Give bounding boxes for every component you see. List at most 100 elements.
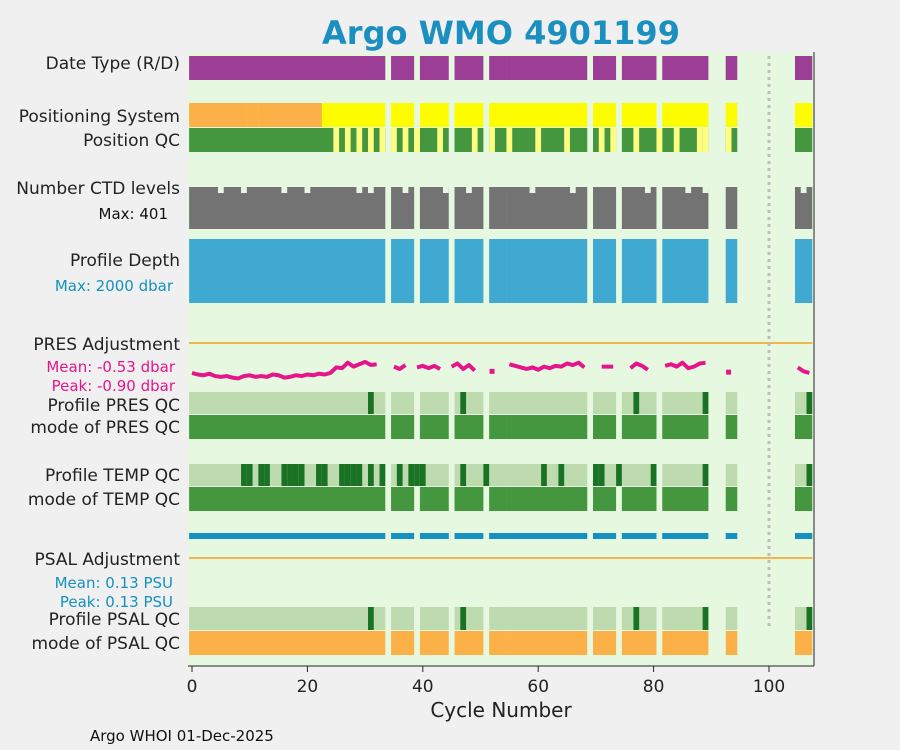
profile-depth-bar: [391, 239, 415, 303]
pres-adjustment-peak: Peak: -0.90 dbar: [52, 377, 176, 395]
position-qc-pale-bar: [489, 128, 495, 152]
chart-title: Argo WMO 4901199: [322, 14, 680, 52]
profile-temp-qc-dark-bar: [483, 464, 490, 486]
profile-temp-qc-dark-bar: [806, 464, 813, 486]
ctd-levels-low-gap: [466, 187, 472, 193]
positioning-system-bar: [391, 103, 415, 127]
mode-temp-qc-bar: [506, 487, 588, 511]
mode-temp-qc-bar: [794, 487, 813, 511]
profile-temp-qc-dark-bar: [419, 464, 426, 486]
positioning-system-orange-bar: [246, 103, 259, 127]
date-type-bar: [662, 56, 709, 80]
profile-temp-qc-dark-bar: [414, 464, 420, 486]
profile-temp-qc-dark-bar: [460, 464, 467, 486]
mode-psal-qc-bar: [391, 631, 415, 655]
positioning-system-bar: [621, 103, 657, 127]
position-qc-pale-bar: [437, 128, 443, 152]
position-qc-pale-bar: [673, 128, 680, 152]
profile-depth-bar: [621, 239, 657, 303]
date-type-bar: [621, 56, 657, 80]
profile-depth-bar: [725, 239, 738, 303]
profile-temp-qc-dark-bar: [350, 464, 357, 486]
profile-psal-qc-bar: [506, 607, 588, 630]
ctd-levels-low-gap: [702, 187, 709, 193]
profile-temp-qc-dark-bar: [558, 464, 565, 486]
x-axis-label: Cycle Number: [430, 698, 572, 722]
position-qc-pale-bar: [471, 128, 478, 152]
mode-temp-qc-bar: [454, 487, 484, 511]
position-qc-pale-bar: [702, 128, 709, 152]
profile-psal-qc-bar: [189, 607, 386, 630]
profile-depth-bar: [662, 239, 709, 303]
profile-temp-qc-bar: [489, 464, 507, 486]
psal-adjustment-series: [662, 533, 709, 539]
ctd-levels-low-gap: [569, 187, 576, 193]
label-date-type: Date Type (R/D): [46, 54, 180, 74]
ctd-levels-low-gap: [402, 187, 409, 193]
mode-pres-qc-bar: [506, 415, 588, 439]
position-qc-bar: [189, 128, 386, 152]
mode-psal-qc-bar: [794, 631, 813, 655]
mode-psal-qc-bar: [506, 631, 588, 655]
label-mode-pres-qc: mode of PRES QC: [30, 418, 180, 438]
date-type-bar: [419, 56, 449, 80]
mode-pres-qc-bar: [794, 415, 813, 439]
pres-adjustment-point: [489, 368, 495, 374]
ctd-levels-bar: [189, 187, 386, 229]
psal-adjustment-mean: Mean: 0.13 PSU: [55, 574, 173, 592]
position-qc-pale-bar: [656, 128, 663, 152]
position-qc-pale-bar: [344, 128, 351, 152]
profile-pres-qc-bar: [725, 392, 738, 414]
psal-adjustment-series: [725, 533, 738, 539]
x-tick-label: 80: [643, 677, 665, 697]
profile-psal-qc-dark-bar: [633, 607, 640, 630]
x-tick-label: 20: [297, 677, 319, 697]
mode-psal-qc-bar: [662, 631, 709, 655]
positioning-system-bar: [419, 103, 449, 127]
footer-credit: Argo WHOI 01-Dec-2025: [90, 727, 274, 745]
mode-temp-qc-bar: [725, 487, 738, 511]
profile-depth-bar: [506, 239, 588, 303]
psal-adjustment-peak: Peak: 0.13 PSU: [60, 593, 173, 611]
label-mode-psal-qc: mode of PSAL QC: [31, 634, 180, 654]
x-tick-label: 60: [527, 677, 549, 697]
ctd-levels-max: Max: 401: [99, 205, 168, 223]
profile-temp-qc-dark-bar: [321, 464, 328, 486]
profile-psal-qc-bar: [662, 607, 709, 630]
profile-depth-max: Max: 2000 dbar: [55, 277, 174, 295]
profile-pres-qc-bar: [593, 392, 617, 414]
profile-temp-qc-dark-bar: [281, 464, 288, 486]
mode-psal-qc-bar: [593, 631, 617, 655]
ctd-levels-bar: [593, 187, 617, 229]
profile-depth-bar: [189, 239, 386, 303]
pres-adjustment-series: [416, 363, 442, 371]
profile-temp-qc-bar: [419, 464, 449, 486]
ctd-levels-bar: [506, 187, 588, 229]
mode-psal-qc-bar: [621, 631, 657, 655]
psal-adjustment-series: [593, 533, 617, 539]
label-profile-pres-qc: Profile PRES QC: [47, 396, 180, 416]
profile-temp-qc-bar: [662, 464, 709, 486]
ctd-levels-low-gap: [304, 187, 311, 193]
profile-temp-qc-dark-bar: [246, 464, 253, 486]
profile-pres-qc-bar: [662, 392, 709, 414]
profile-temp-qc-dark-bar: [356, 464, 363, 486]
label-psal-adjustment: PSAL Adjustment: [35, 550, 181, 570]
profile-temp-qc-dark-bar: [541, 464, 547, 486]
profile-temp-qc-dark-bar: [339, 464, 345, 486]
ctd-levels-bar: [391, 187, 415, 229]
label-positioning-system: Positioning System: [19, 107, 180, 127]
x-tick-label: 100: [753, 677, 785, 697]
profile-temp-qc-bar: [621, 464, 657, 486]
profile-pres-qc-dark-bar: [367, 392, 374, 414]
psal-adjustment-series: [489, 533, 507, 539]
position-qc-bar: [454, 128, 484, 152]
profile-temp-qc-dark-bar: [258, 464, 265, 486]
positioning-system-bar: [794, 103, 813, 127]
date-type-bar: [506, 56, 588, 80]
profile-temp-qc-dark-bar: [396, 464, 403, 486]
label-pres-adjustment: PRES Adjustment: [33, 335, 180, 355]
label-mode-temp-qc: mode of TEMP QC: [28, 490, 180, 510]
position-qc-bar: [419, 128, 449, 152]
